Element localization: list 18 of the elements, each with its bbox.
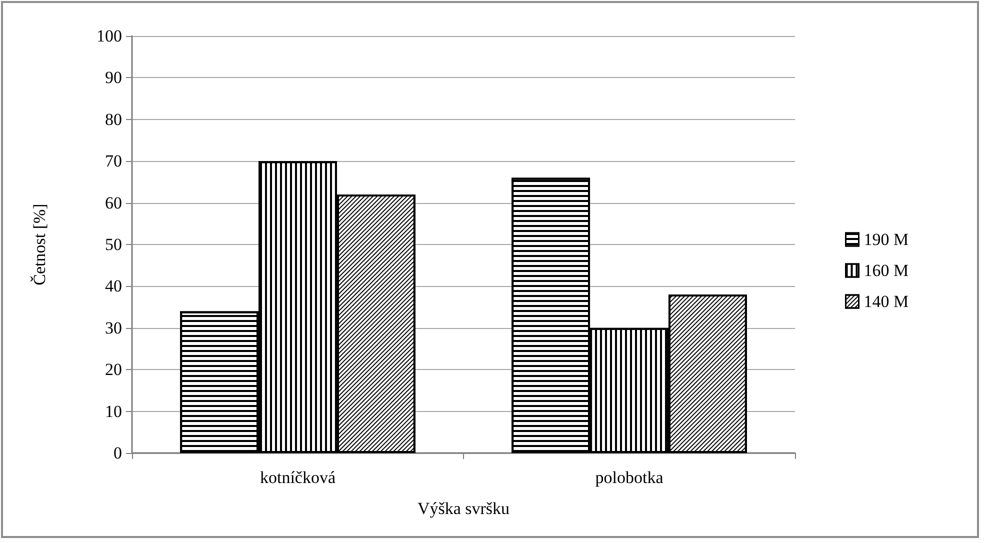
y-tick-label: 60 [105,193,122,212]
y-tick-label: 100 [96,26,122,46]
legend-label: 190 M [864,230,909,249]
x-tick-label: kotníčková [260,468,336,487]
x-tick-label: polobotka [595,468,664,487]
y-tick-label: 20 [105,360,122,380]
y-tick-label: 0 [114,444,122,462]
y-tick-label: 90 [105,68,122,88]
y-tick-label: 40 [105,276,122,296]
y-tick-label: 50 [105,235,122,254]
y-tick-label: 30 [105,318,122,338]
x-axis-title: Výška svršku [417,499,510,518]
y-axis-title: Četnost [%] [30,204,49,286]
y-tick-label: 70 [105,152,122,171]
y-tick-label: 80 [105,110,122,129]
legend-label: 140 M [864,292,909,311]
y-tick-label: 10 [105,402,122,421]
legend-label: 160 M [864,261,909,280]
